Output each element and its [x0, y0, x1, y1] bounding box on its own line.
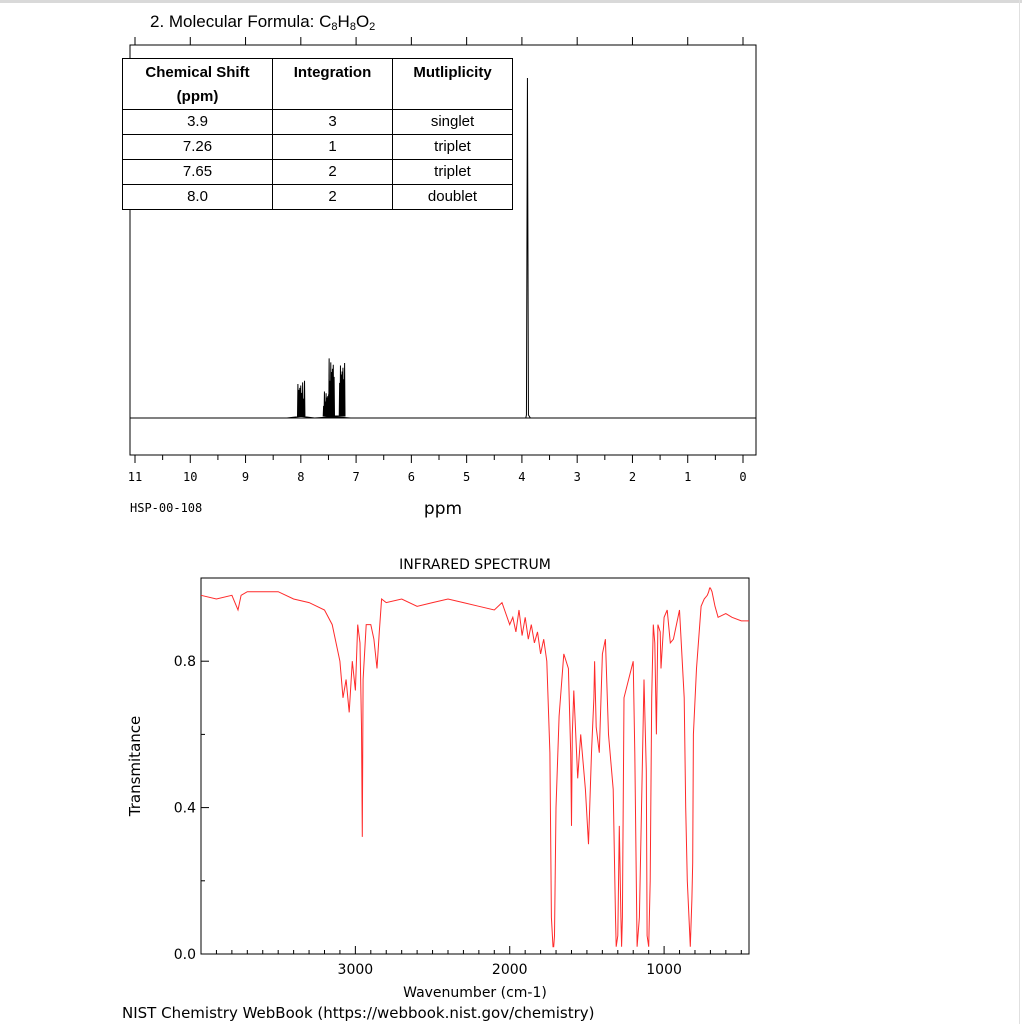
nmr-tick-label: 2	[629, 470, 636, 484]
source-footer: NIST Chemistry WebBook (https://webbook.…	[122, 1004, 595, 1022]
nmr-tick-label: 8	[297, 470, 304, 484]
table-cell-multiplicity: singlet	[392, 109, 513, 135]
table-cell-multiplicity: triplet	[392, 134, 513, 160]
ir-spectrum-line	[200, 587, 749, 948]
ir-x-tick-label: 2000	[492, 962, 528, 978]
nmr-tick-label: 4	[518, 470, 525, 484]
nmr-tick-label: 1	[684, 470, 691, 484]
table-cell-multiplicity: doublet	[392, 184, 513, 210]
question-prefix: 2. Molecular Formula:	[150, 12, 320, 31]
table-row: 7.26 1 triplet	[122, 134, 513, 160]
nmr-x-axis-ticks	[134, 37, 744, 463]
nmr-tick-label: 3	[574, 470, 581, 484]
ir-chart-title: INFRARED SPECTRUM	[399, 557, 551, 573]
table-cell-shift: 3.9	[122, 109, 273, 135]
table-row: 3.9 3 singlet	[122, 109, 513, 135]
formula-subscript: 8	[331, 21, 338, 33]
nmr-tick-label: 5	[463, 470, 470, 484]
table-cell-shift: 8.0	[122, 184, 273, 210]
ir-x-axis-label: Wavenumber (cm-1)	[403, 985, 547, 1001]
ir-axis-ticks	[201, 660, 742, 955]
ir-y-tick-label: 0.8	[174, 654, 196, 670]
nmr-tick-label: 7	[352, 470, 359, 484]
formula-subscript: 2	[369, 21, 376, 33]
question-heading: 2. Molecular Formula: C8H8O2	[150, 12, 375, 33]
table-cell-multiplicity: triplet	[392, 159, 513, 185]
column-header-multiplicity: Mutliplicity	[392, 58, 513, 110]
nmr-data-table: Chemical Shift (ppm) Integration Mutlipl…	[122, 58, 513, 210]
page-right-border	[1019, 0, 1020, 1024]
ir-x-tick-label: 1000	[646, 962, 682, 978]
ir-x-tick-label: 3000	[338, 962, 374, 978]
table-row: 8.0 2 doublet	[122, 184, 513, 210]
formula-element: H	[337, 12, 350, 31]
nmr-x-axis-label: ppm	[424, 499, 462, 519]
ir-y-tick-label: 0.0	[174, 947, 196, 963]
ir-y-tick-label: 0.4	[174, 801, 196, 817]
nmr-spectrum-id: HSP-00-108	[130, 501, 202, 515]
nmr-tick-label: 10	[183, 470, 197, 484]
nmr-spectrum-chart: ppm HSP-00-108 11 10 9 8 7 6 5 4 3 2 1 0	[128, 37, 757, 519]
table-cell-integration: 2	[272, 184, 393, 210]
nmr-tick-label: 0	[739, 470, 746, 484]
nmr-tick-label: 6	[408, 470, 415, 484]
nmr-plot-frame	[129, 44, 757, 456]
table-cell-integration: 3	[272, 109, 393, 135]
formula-element: O	[355, 12, 370, 31]
formula-subscript: 8	[349, 21, 356, 33]
molecular-formula: C8H8O2	[319, 12, 376, 33]
nmr-tick-label: 11	[128, 470, 142, 484]
formula-element: C	[319, 12, 332, 31]
ir-y-axis-label: Transmitance	[126, 716, 144, 817]
page-top-border	[0, 0, 1022, 3]
nmr-spectrum-line	[130, 77, 756, 419]
table-cell-shift: 7.26	[122, 134, 273, 160]
nmr-tick-label: 9	[242, 470, 249, 484]
ir-plot-frame	[200, 577, 750, 955]
